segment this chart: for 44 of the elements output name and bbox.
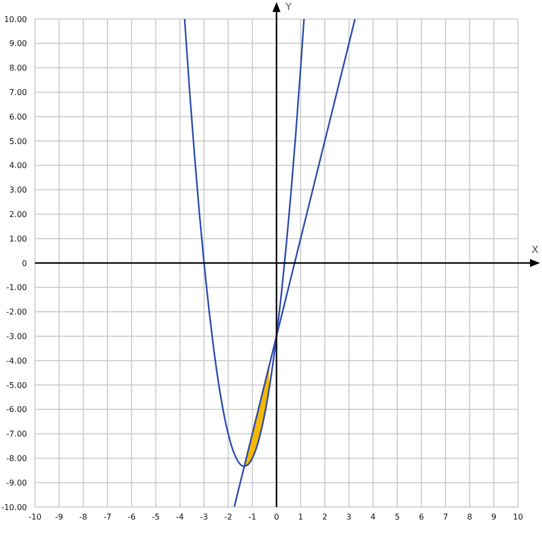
x-tick-label: -4 <box>176 512 184 522</box>
x-tick-label: 5 <box>394 512 400 522</box>
x-tick-label: 3 <box>346 512 352 522</box>
y-tick-label: -2.00 <box>6 308 27 317</box>
x-tick-label: -5 <box>152 512 160 522</box>
y-tick-label: -6.00 <box>6 405 27 414</box>
x-tick-label: 8 <box>467 512 472 522</box>
x-tick-label: -3 <box>200 512 208 522</box>
x-tick-label: 2 <box>322 512 328 522</box>
y-tick-label: 4.00 <box>9 161 27 170</box>
x-tick-label: 4 <box>370 512 376 522</box>
y-tick-label: -4.00 <box>6 356 27 366</box>
x-tick-label: 1 <box>298 512 304 522</box>
y-axis-title: Y <box>284 2 292 13</box>
y-tick-label: -5.00 <box>6 380 27 390</box>
y-tick-label: -3.00 <box>6 332 27 342</box>
y-tick-label: 10.00 <box>4 14 27 24</box>
x-tick-label: -9 <box>55 512 64 522</box>
x-tick-label: 6 <box>418 512 424 522</box>
x-tick-label: 7 <box>443 512 448 522</box>
y-tick-label: -1.00 <box>6 283 27 292</box>
x-tick-label: -6 <box>128 512 136 522</box>
x-tick-label: 10 <box>512 512 524 522</box>
x-tick-label: -8 <box>79 512 88 522</box>
x-tick-label: -1 <box>248 512 256 522</box>
y-tick-label: 9.00 <box>9 39 27 48</box>
x-tick-label: 0 <box>274 512 280 522</box>
y-tick-label: -8.00 <box>6 454 27 464</box>
y-tick-label: 6.00 <box>9 112 27 122</box>
y-tick-label: 0 <box>22 258 27 268</box>
y-tick-label: -7.00 <box>6 430 27 439</box>
y-tick-label: 7.00 <box>9 88 27 98</box>
y-tick-label: -9.00 <box>6 478 27 488</box>
y-tick-label: 8.00 <box>9 64 27 73</box>
y-tick-label: 2.00 <box>9 210 27 220</box>
x-tick-label: 9 <box>491 512 496 522</box>
x-tick-label: -2 <box>224 512 232 522</box>
y-tick-label: 3.00 <box>9 186 27 195</box>
x-tick-label: -7 <box>103 512 112 522</box>
x-axis-title: X <box>532 245 539 256</box>
x-tick-label: -10 <box>28 512 42 522</box>
y-tick-label: -10.00 <box>1 502 27 512</box>
y-tick-label: 1.00 <box>9 234 27 244</box>
y-tick-label: 5.00 <box>9 136 27 146</box>
